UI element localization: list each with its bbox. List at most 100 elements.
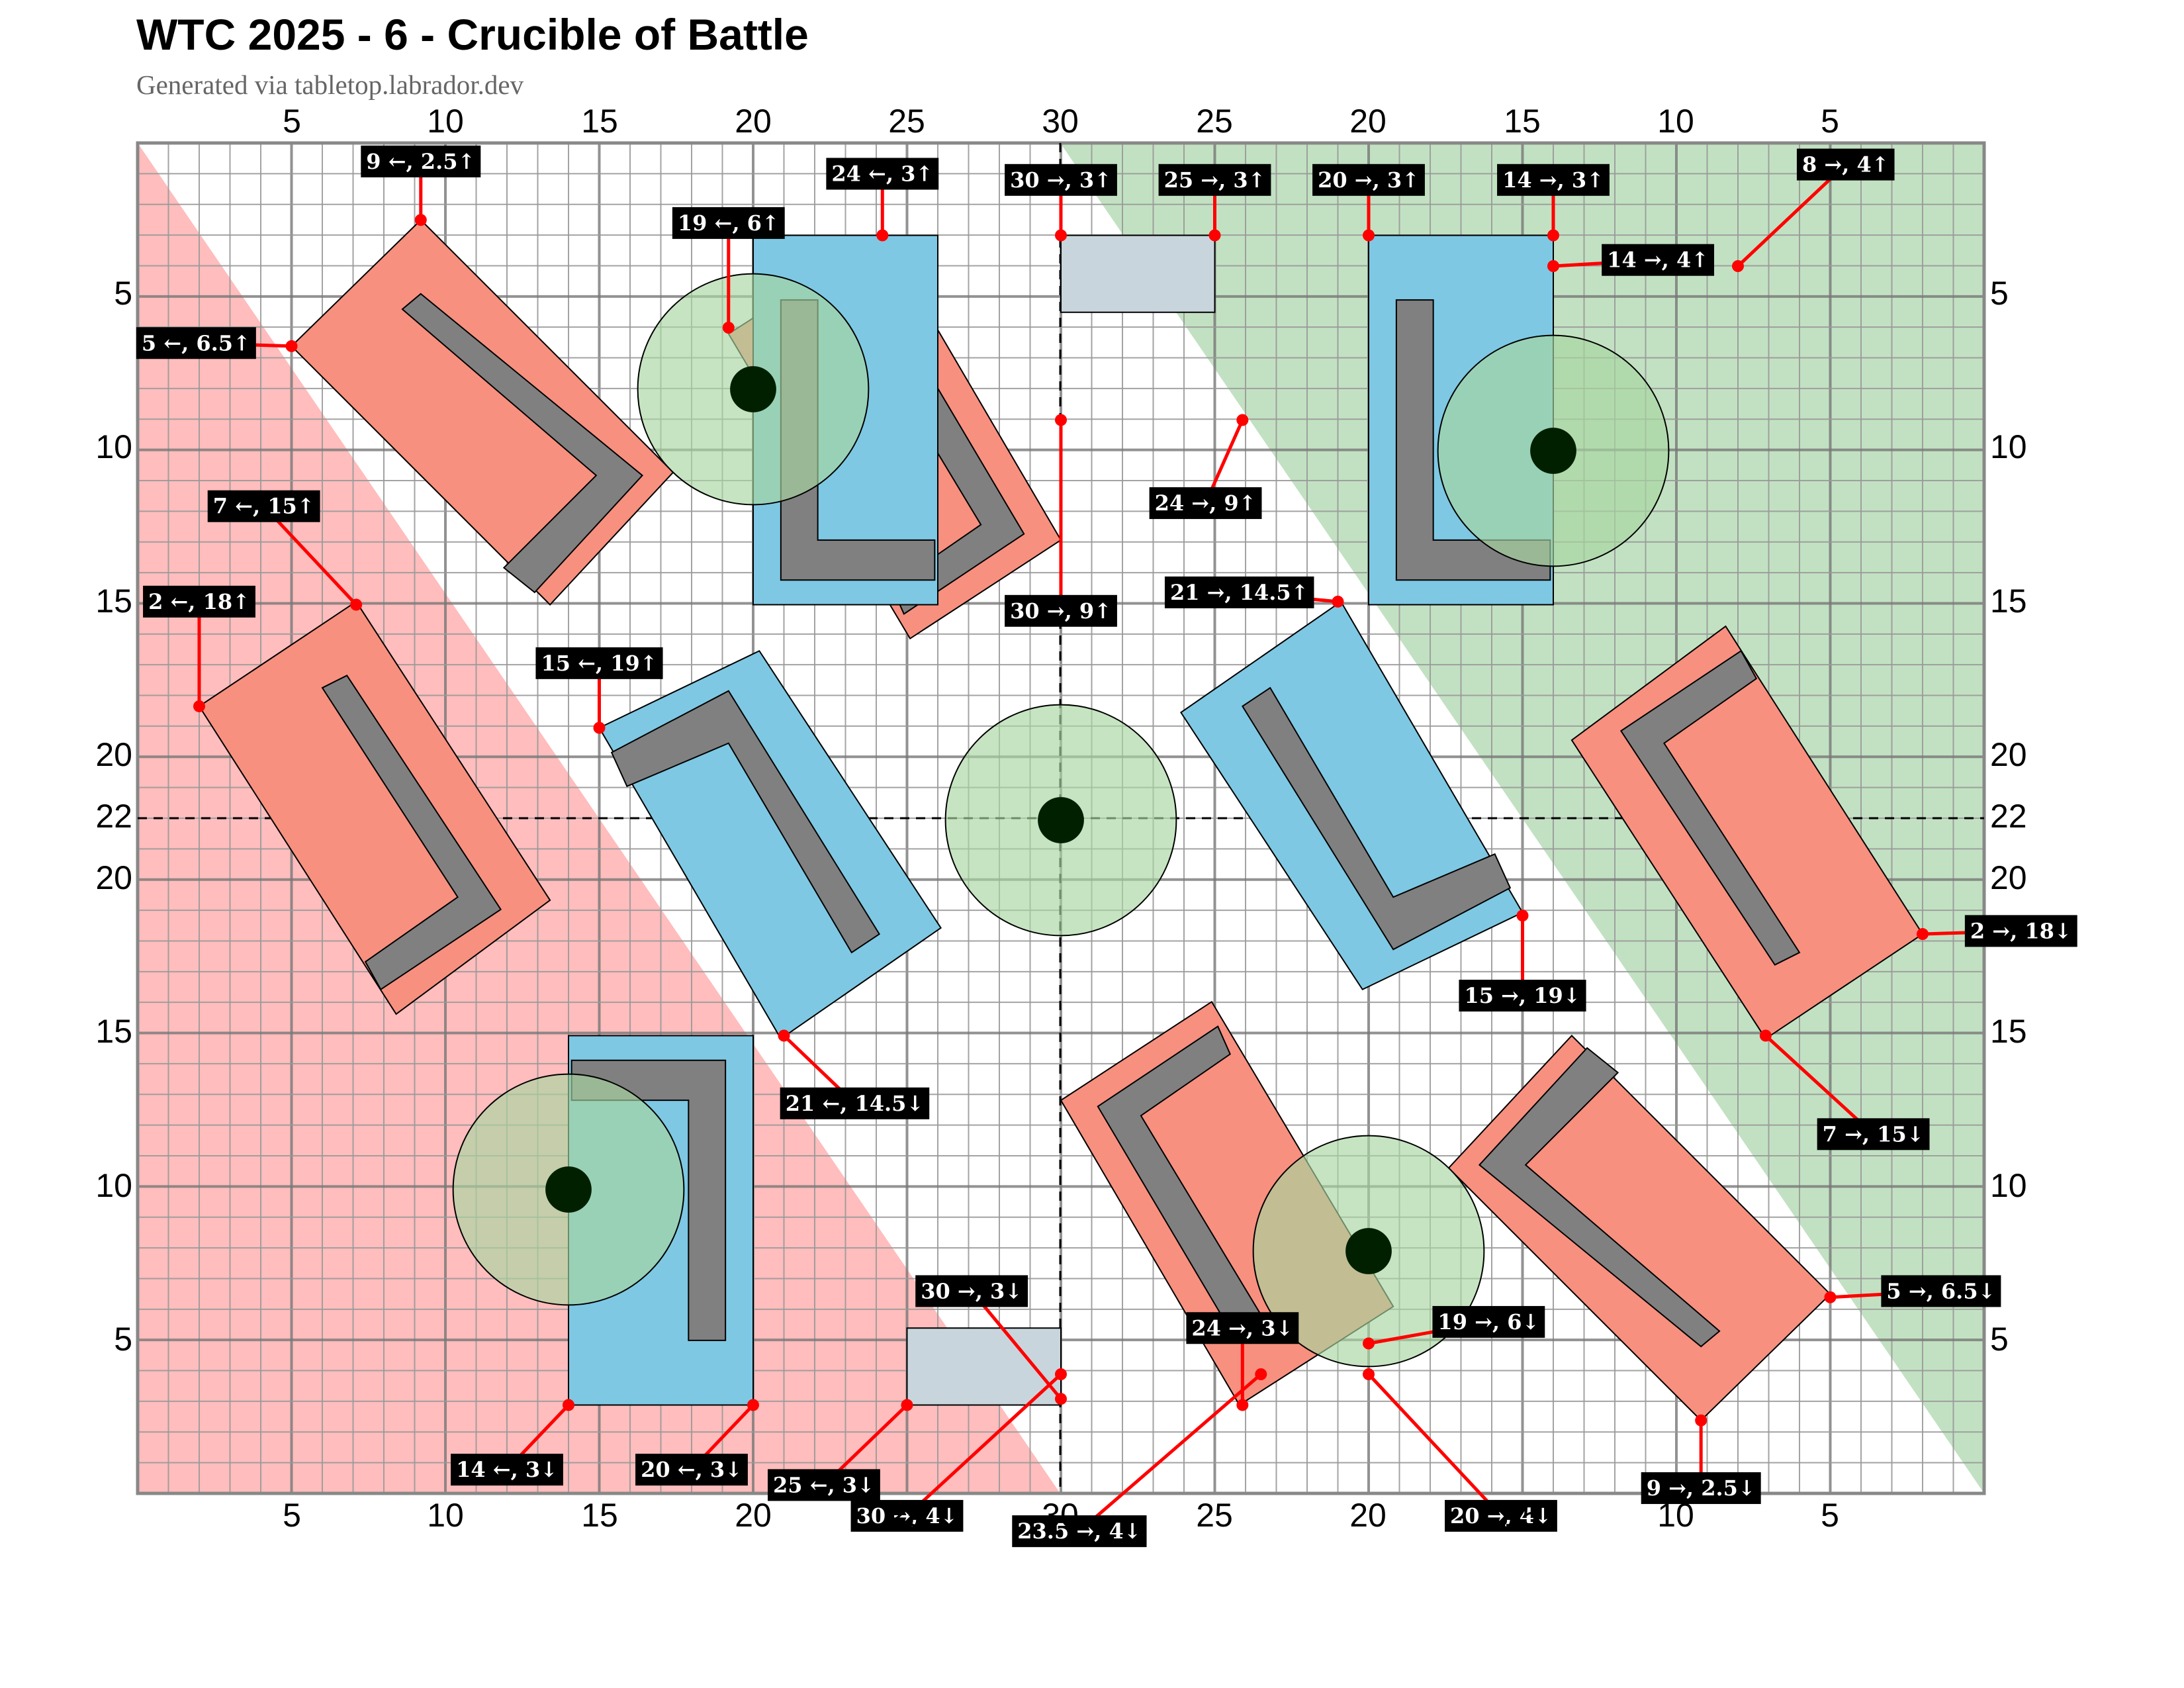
tick-label: 5 (1821, 1497, 1839, 1534)
measurement-label-bg (535, 647, 663, 679)
measurement-label-bg (1005, 594, 1117, 627)
small-terrain-top (1060, 234, 1216, 313)
measurement-label-text: 30 →, 3↓ (921, 1278, 1023, 1303)
measurement-point (1547, 229, 1559, 242)
ruin-center-left-wall (610, 690, 881, 954)
measurement-label: 21 →, 14.5↑ (1164, 576, 1314, 608)
measurement-point (901, 1399, 913, 1411)
measurement-label-text: 24 →, 9↑ (1155, 491, 1257, 516)
measurement-point (1055, 229, 1067, 242)
measurement-point (778, 1029, 790, 1042)
measurement-label-bg (136, 327, 256, 359)
objective-marker (545, 1166, 592, 1213)
tick-label: 22 (1990, 798, 2027, 835)
measurement-point (1236, 414, 1249, 426)
measurement-point (722, 322, 735, 334)
terrain-layer (198, 218, 1924, 1422)
measurement-point (1332, 595, 1344, 608)
measurement-point (1055, 1368, 1067, 1380)
measurement-label: 25 →, 3↑ (1158, 164, 1271, 196)
measurement-label-bg (1497, 164, 1610, 196)
measurement-line (262, 504, 357, 606)
measurement-point (414, 214, 427, 226)
measurement-label: 9 ←, 2.5↑ (361, 145, 481, 177)
tick-label: 10 (1657, 103, 1694, 140)
measurement-label-text: 24 ←, 3↑ (831, 162, 933, 187)
tick-label: 25 (888, 1497, 925, 1534)
objective-marker (730, 366, 776, 412)
measurement-label-text: 15 →, 19↓ (1464, 983, 1580, 1008)
measurement-label-bg (451, 1454, 563, 1486)
measurement-label-text: 24 →, 3↓ (1191, 1315, 1293, 1340)
tick-label: 5 (1990, 275, 2009, 312)
measurement-label-text: 5 →, 6.5↓ (1886, 1278, 1995, 1303)
measurement-label-bg (1186, 1312, 1299, 1344)
tick-label: 10 (427, 1497, 464, 1534)
measurement-label-text: 2 →, 18↓ (1970, 918, 2072, 943)
tick-label: 15 (95, 1013, 132, 1050)
measurements-layer: 9 ←, 2.5↑ 5 ←, 6.5↑ 19 ←, 6↑ 24 ←, 3↑ 30 →, … (136, 145, 2077, 1548)
tick-label: 15 (1990, 1013, 2027, 1050)
tick-label: 20 (1990, 736, 2027, 773)
measurement-label-text: 30 →, 4↓ (856, 1503, 958, 1528)
measurement-label-text: 20 →, 4↓ (1450, 1503, 1552, 1528)
measurement-label-bg (207, 490, 320, 522)
tick-label: 15 (95, 583, 132, 620)
measurement-label-text: 23.5 →, 4↓ (1017, 1519, 1141, 1544)
measurement-label: 30 →, 3↑ (1005, 164, 1117, 196)
measurement-label-bg (1149, 487, 1262, 520)
measurement-label-bg (1445, 1499, 1557, 1532)
measurement-label: 7 →, 15↓ (1817, 1118, 1930, 1150)
measurement-label-text: 19 ←, 6↑ (678, 211, 780, 236)
measurement-label-bg (1459, 980, 1586, 1012)
measurement-point (1363, 1337, 1375, 1350)
measurement-label-bg (1964, 915, 2077, 947)
tick-label: 15 (581, 103, 618, 140)
measurement-label: 20 ←, 3↓ (635, 1454, 748, 1486)
measurement-label-text: 30 →, 9↑ (1010, 598, 1112, 624)
measurement-label-text: 5 ←, 6.5↑ (142, 330, 251, 355)
right-axis: 5 10 15 20 22 20 15 10 5 (1990, 275, 2027, 1358)
measurement-label: 25 ←, 3↓ (768, 1469, 880, 1501)
measurement-label: 2 ←, 18↑ (143, 585, 255, 618)
measurement-label: 8 →, 4↑ (1796, 148, 1895, 181)
tick-label: 10 (1990, 428, 2027, 465)
measurement-label: 2 →, 18↓ (1964, 915, 2077, 947)
objective-marker (1530, 428, 1576, 474)
tick-label: 20 (1990, 859, 2027, 896)
measurement-label: 20 →, 4↓ (1445, 1499, 1557, 1532)
measurement-label: 24 →, 3↓ (1186, 1312, 1299, 1344)
measurement-label-text: 20 →, 3↑ (1318, 167, 1420, 193)
measurement-line (1367, 1373, 1502, 1517)
tick-label: 5 (114, 275, 132, 312)
measurement-point (1208, 229, 1221, 242)
tick-label: 20 (735, 1497, 772, 1534)
measurement-label-text: 20 ←, 3↓ (641, 1457, 743, 1482)
measurement-label-bg (1641, 1472, 1761, 1505)
tick-label: 30 (1042, 1497, 1079, 1534)
measurement-point (593, 722, 606, 734)
measurement-label-bg (768, 1469, 880, 1501)
tick-label: 25 (888, 103, 925, 140)
tick-label: 10 (1990, 1167, 2027, 1204)
measurement-line (905, 1373, 1062, 1517)
measurement-point (1516, 910, 1529, 922)
measurement-label-text: 21 ←, 14.5↓ (786, 1091, 925, 1116)
measurement-label-bg (780, 1087, 930, 1119)
measurement-label: 19 →, 6↓ (1432, 1305, 1545, 1338)
measurement-point (1363, 229, 1375, 242)
measurement-label-text: 19 →, 6↓ (1437, 1309, 1539, 1335)
measurement-label: 20 →, 3↑ (1312, 164, 1425, 196)
measurement-label-bg (143, 585, 255, 618)
measurement-label: 24 ←, 3↑ (826, 158, 939, 190)
tick-label: 5 (283, 1497, 301, 1534)
measurement-label-text: 14 →, 3↑ (1502, 167, 1604, 193)
ruin-top-left-mirror-wall (1478, 1047, 1721, 1348)
tick-label: 20 (1349, 1497, 1387, 1534)
measurement-point (876, 229, 889, 242)
tick-label: 10 (427, 103, 464, 140)
measurement-point (1695, 1414, 1707, 1427)
measurement-label-bg (1817, 1118, 1930, 1150)
tick-label: 30 (1042, 103, 1079, 140)
